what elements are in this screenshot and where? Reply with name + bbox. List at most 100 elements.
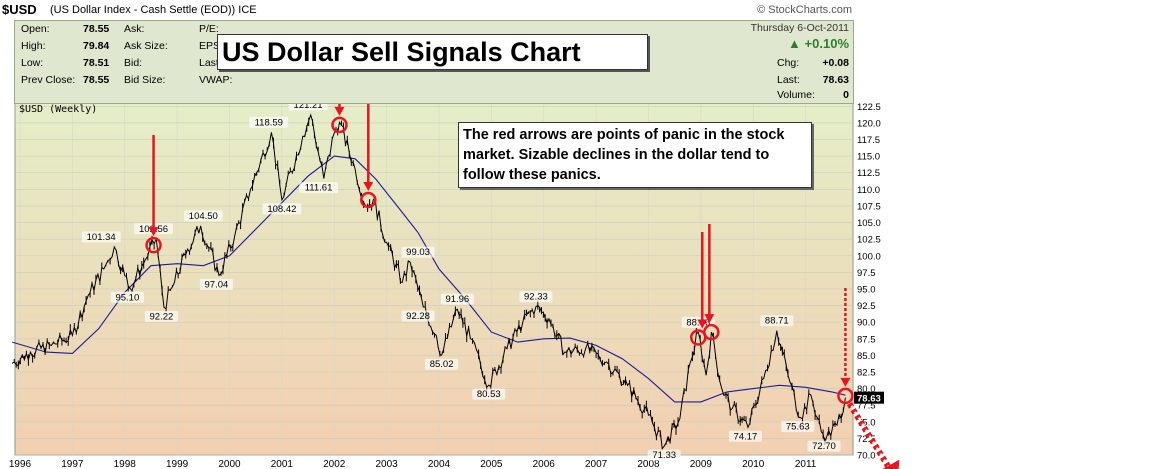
panel-label: $USD (Weekly) [19,104,97,115]
price-label: 111.61 [305,183,333,194]
pe-label: P/E: [199,23,219,35]
price-label-bg [807,440,841,452]
price-label: 104.50 [189,211,218,222]
price-label-bg [519,291,553,303]
symbol-description: (US Dollar Index - Cash Settle (EOD)) IC… [50,4,257,16]
y-tick-label: 105.0 [857,218,881,229]
panic-arrow-head [840,377,851,387]
open-label: Open: [21,23,50,35]
y-tick-label: 75.0 [857,417,876,428]
price-label: 80.53 [477,389,501,400]
y-tick-label: 122.5 [857,102,881,113]
y-tick-label: 77.5 [857,401,876,412]
projection-arrow-inner [850,405,891,469]
last-value-tag-bg [854,391,884,404]
price-label-bg [144,310,178,322]
last-label-left: Last: [199,57,222,69]
chart-header: $USD (US Dollar Index - Cash Settle (EOD… [0,0,880,22]
volume-label: Volume: [777,89,815,101]
last-value: 78.63 [822,74,849,86]
price-label-bg [647,449,681,461]
price-label-bg [401,310,435,322]
price-label-bg [728,430,762,442]
eps-label: EPS: [199,40,223,52]
prev-close-value: 78.55 [83,74,110,86]
price-label: 108.42 [267,204,296,215]
panic-circle [837,387,854,405]
price-label: 88.71 [765,316,789,327]
price-label: 92.28 [406,311,430,322]
y-tick-label: 120.0 [857,118,881,129]
panic-circle [360,191,377,209]
y-tick-label: 107.5 [857,201,881,212]
price-label: 85.02 [430,359,454,370]
source-link[interactable]: © StockCharts.com [757,4,852,16]
panic-arrow-head [363,181,374,191]
price-label: 72.70 [812,441,836,452]
x-tick-label: 2001 [271,459,294,469]
price-label-bg [262,203,302,215]
price-label-bg [401,246,435,258]
panic-arrow-head [704,314,715,324]
price-label: 95.10 [115,292,139,303]
x-tick-label: 1996 [9,459,32,469]
ask-size-label: Ask Size: [124,40,168,52]
bid-label: Bid: [124,57,143,69]
price-label-bg [199,278,233,290]
prev-close-label: Prev Close: [21,74,76,86]
x-tick-label: 2005 [480,459,503,469]
y-tick-label: 115.0 [857,152,880,163]
price-label-bg [781,421,815,433]
x-tick-label: 2004 [428,459,451,469]
panic-circle [703,323,720,341]
x-tick-label: 2010 [742,459,765,469]
change-percent-value: +0.10% [804,36,849,51]
y-tick-label: 85.0 [857,351,876,362]
bid-size-label: Bid Size: [124,74,166,86]
price-label-bg [249,116,289,128]
y-tick-label: 92.5 [857,301,876,312]
price-label: 118.59 [255,117,283,128]
ask-label: Ask: [124,23,145,35]
chg-label: Chg: [777,57,800,69]
price-label-bg [760,315,794,327]
price-label: 92.33 [524,292,548,303]
y-tick-label: 97.5 [857,268,876,279]
x-tick-label: 2000 [218,459,241,469]
last-label: Last: [777,74,800,86]
x-tick-label: 2003 [376,459,399,469]
price-label-bg [425,358,459,370]
y-tick-label: 90.0 [857,318,876,329]
high-label: High: [21,40,46,52]
price-label-bg [440,293,474,305]
x-tick-label: 2011 [795,459,817,469]
price-label: 101.34 [87,232,116,243]
price-label: 74.17 [734,431,758,442]
price-label-bg [183,210,223,222]
last-value-tag: 78.63 [857,394,881,405]
panic-arrow-head [697,319,708,329]
projection-arrow-head [882,459,900,469]
y-tick-label: 87.5 [857,334,876,345]
change-percent: ▲ +0.10% [788,36,849,51]
x-tick-label: 2009 [690,459,713,469]
annotation-callout: The red arrows are points of panic in th… [458,122,812,188]
y-tick-label: 100.0 [857,251,881,262]
price-label: 71.33 [652,450,676,461]
low-value: 78.51 [83,57,110,69]
high-value: 79.84 [83,40,110,52]
y-tick-label: 117.5 [857,135,880,146]
panic-circle [331,116,348,134]
price-label: 92.22 [150,311,174,322]
price-label: 97.04 [205,279,229,290]
y-tick-label: 72.5 [857,434,876,445]
chart-title: US Dollar Sell Signals Chart [217,34,648,70]
vwap-label: VWAP: [199,74,233,86]
low-label: Low: [21,57,44,69]
y-tick-label: 95.0 [857,284,876,295]
price-label-bg [110,291,144,303]
y-tick-label: 80.0 [857,384,876,395]
price-label: 121.21 [294,100,323,111]
y-tick-label: 70.0 [857,451,876,462]
panic-circle [145,236,162,254]
